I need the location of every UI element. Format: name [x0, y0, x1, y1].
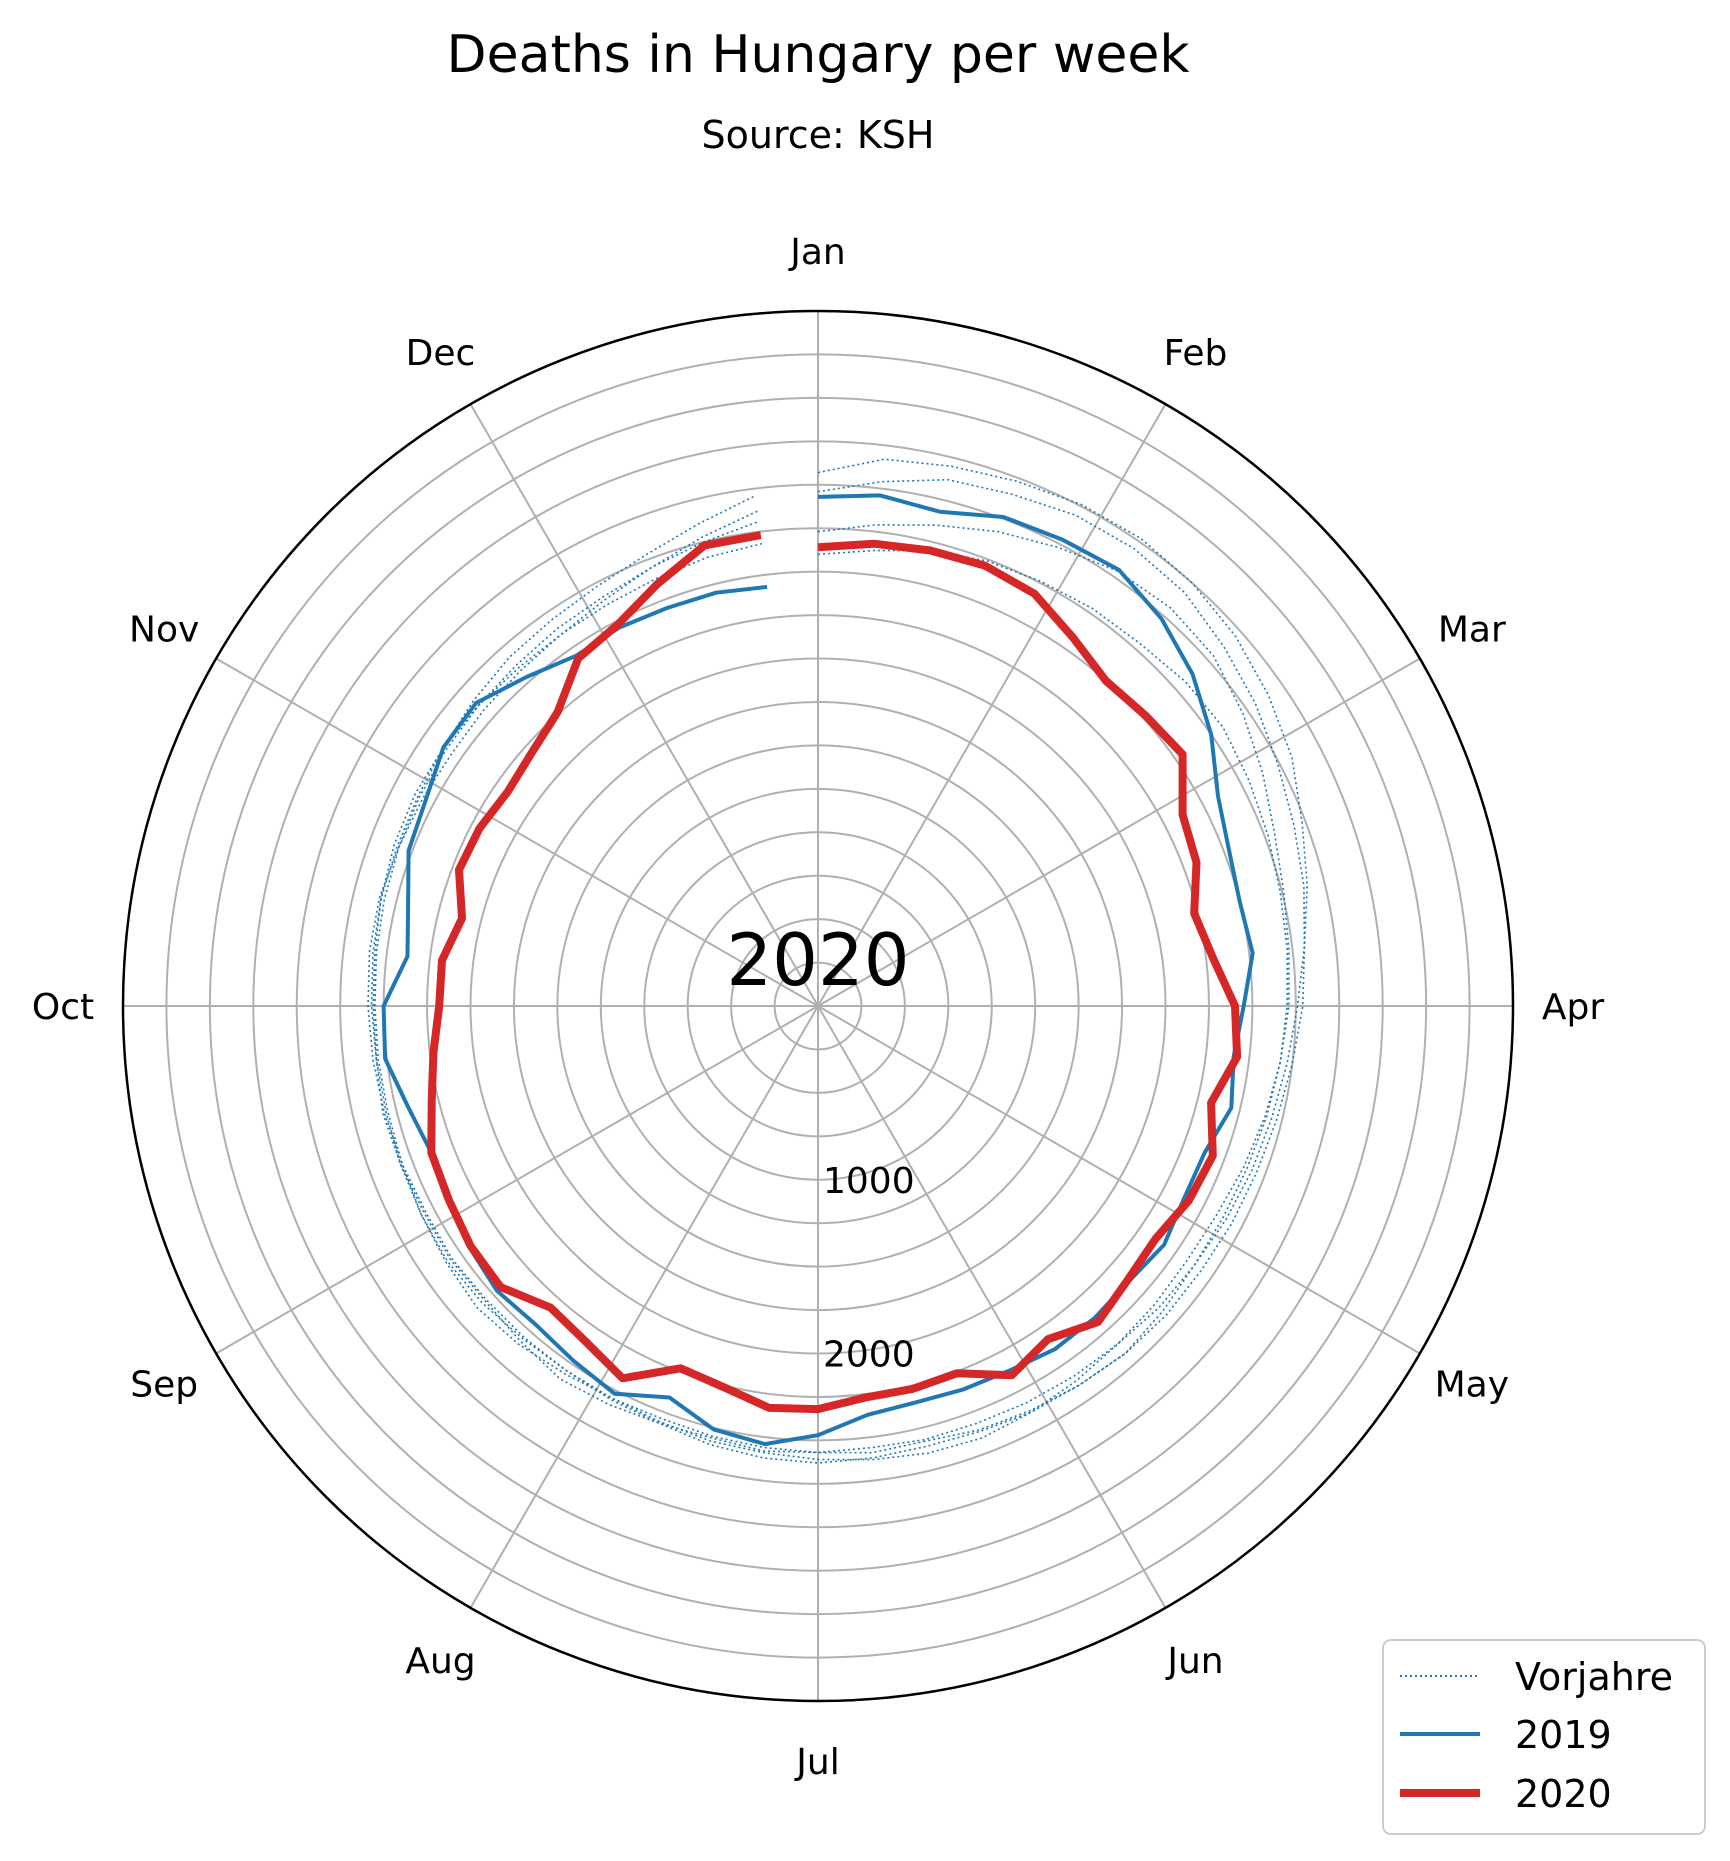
grid-spoke — [469, 403, 819, 1007]
r-tick-label-1000: 1000 — [823, 1161, 915, 1202]
center-year-label: 2020 — [726, 918, 909, 1002]
series-vorjahre-line — [367, 478, 1306, 1464]
series-vorjahre-line — [372, 458, 1308, 1454]
grid-spoke — [817, 657, 1421, 1007]
chart-subtitle: Source: KSH — [701, 113, 934, 157]
polar-frame — [121, 309, 1515, 1703]
grid-spoke — [817, 1005, 1421, 1355]
month-label-jul: Jul — [794, 1742, 839, 1783]
legend-label-vorjahre: Vorjahre — [1515, 1655, 1673, 1699]
legend: Vorjahre 2019 2020 — [1382, 1639, 1706, 1835]
legend-frame — [1382, 1639, 1706, 1835]
month-label-jun: Jun — [1165, 1641, 1223, 1682]
legend-label-2020: 2020 — [1515, 1772, 1612, 1816]
month-label-nov: Nov — [129, 610, 199, 651]
grid-spoke — [215, 657, 819, 1007]
polar-grid — [121, 309, 1515, 1703]
month-label-feb: Feb — [1164, 333, 1228, 374]
series-2019-line — [381, 493, 1255, 1447]
month-label-aug: Aug — [405, 1641, 475, 1682]
month-label-oct: Oct — [32, 987, 94, 1028]
month-label-jan: Jan — [788, 232, 846, 273]
month-label-mar: Mar — [1438, 610, 1506, 651]
series-layer — [367, 458, 1308, 1464]
grid-spoke — [817, 1005, 1167, 1609]
grid-spoke — [215, 1005, 819, 1355]
grid-spoke — [817, 403, 1167, 1007]
r-tick-label-2000: 2000 — [823, 1335, 915, 1376]
radial-tick-labels: 1000 2000 — [823, 1161, 915, 1376]
month-labels: Jan Feb Mar Apr May Jun Jul Aug Sep Oct Nov Dec — [32, 232, 1604, 1783]
month-label-apr: Apr — [1542, 987, 1604, 1028]
month-label-dec: Dec — [406, 333, 476, 374]
month-label-sep: Sep — [130, 1365, 198, 1406]
month-label-may: May — [1435, 1365, 1509, 1406]
chart-title: Deaths in Hungary per week — [447, 25, 1190, 85]
legend-label-2019: 2019 — [1515, 1713, 1612, 1757]
series-2020-line — [427, 531, 1242, 1414]
series-vorjahre-line — [374, 520, 1290, 1454]
grid-spoke — [469, 1005, 819, 1609]
